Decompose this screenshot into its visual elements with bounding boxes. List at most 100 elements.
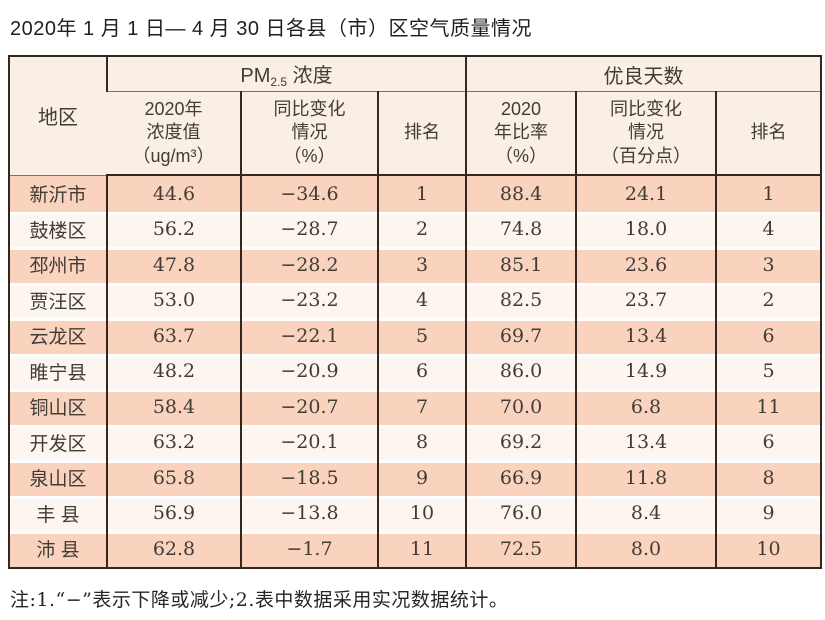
days-rank-header: 排名 — [715, 91, 822, 176]
days-rank-cell: 2 — [715, 282, 822, 318]
pm-change-cell: −34.6 — [240, 175, 378, 212]
air-quality-table: 地区 PM2.5 浓度 优良天数 2020年 浓度值 （ug/m³） 同比变化 … — [8, 55, 823, 569]
pm-rank-header: 排名 — [376, 91, 467, 176]
days-rank-cell: 11 — [715, 389, 822, 425]
pm-rank-cell: 10 — [376, 495, 467, 531]
days-rate-cell: 85.1 — [465, 247, 577, 283]
days-rank-cell: 10 — [715, 531, 822, 568]
region-cell: 丰 县 — [9, 495, 107, 531]
days-change-header: 同比变化 情况 （百分点） — [575, 91, 717, 176]
days-rank-cell: 6 — [715, 318, 822, 354]
pm-change-header: 同比变化 情况 （%） — [240, 91, 378, 176]
pm-rank-cell: 11 — [376, 531, 467, 568]
days-group-header: 优良天数 — [465, 56, 822, 92]
pm-value-cell: 58.4 — [106, 389, 241, 425]
pm-change-cell: −28.2 — [240, 247, 378, 283]
pm-rank-cell: 9 — [376, 460, 467, 496]
pm-change-cell: −20.1 — [240, 424, 378, 460]
table-row: 沛 县 62.8 −1.7 11 72.5 8.0 10 — [9, 531, 822, 568]
pm-value-cell: 53.0 — [106, 282, 241, 318]
page-title: 2020年 1 月 1 日— 4 月 30 日各县（市）区空气质量情况 — [10, 18, 533, 40]
table-row: 铜山区 58.4 −20.7 7 70.0 6.8 11 — [9, 389, 822, 425]
pm-rank-cell: 3 — [376, 247, 467, 283]
region-cell: 铜山区 — [9, 389, 107, 425]
pm-rank-cell: 6 — [376, 353, 467, 389]
pm-rank-cell: 2 — [376, 211, 467, 247]
pm-value-header: 2020年 浓度值 （ug/m³） — [107, 91, 241, 176]
table-row: 云龙区 63.7 −22.1 5 69.7 13.4 6 — [9, 318, 822, 354]
days-rank-cell: 8 — [715, 460, 822, 496]
days-rate-cell: 69.2 — [465, 424, 577, 460]
days-rate-cell: 86.0 — [465, 353, 577, 389]
pm-rank-cell: 5 — [376, 318, 467, 354]
region-cell: 睢宁县 — [9, 353, 107, 389]
days-rank-cell: 3 — [715, 247, 822, 283]
days-rank-cell: 9 — [715, 495, 822, 531]
pm25-group-header: PM2.5 浓度 — [105, 56, 467, 92]
days-rate-cell: 70.0 — [465, 389, 577, 425]
days-change-cell: 13.4 — [575, 424, 717, 460]
pm-change-cell: −1.7 — [240, 531, 378, 568]
pm-change-cell: −20.7 — [240, 389, 378, 425]
days-change-cell: 11.8 — [575, 460, 717, 496]
pm-value-cell: 56.2 — [106, 211, 241, 247]
days-change-cell: 18.0 — [575, 211, 717, 247]
table-row: 泉山区 65.8 −18.5 9 66.9 11.8 8 — [9, 460, 822, 496]
pm-rank-cell: 8 — [376, 424, 467, 460]
days-rate-cell: 82.5 — [465, 282, 577, 318]
days-rate-cell: 74.8 — [465, 211, 577, 247]
days-rank-cell: 1 — [715, 175, 822, 212]
days-rate-header: 2020 年比率 （%） — [465, 91, 577, 176]
pm-change-cell: −20.9 — [240, 353, 378, 389]
region-cell: 沛 县 — [9, 531, 107, 568]
region-cell: 云龙区 — [9, 318, 107, 354]
days-rank-cell: 5 — [715, 353, 822, 389]
pm-rank-cell: 1 — [376, 175, 467, 212]
days-change-cell: 6.8 — [575, 389, 717, 425]
pm-value-cell: 63.7 — [106, 318, 241, 354]
pm-value-cell: 63.2 — [106, 424, 241, 460]
table-row: 睢宁县 48.2 −20.9 6 86.0 14.9 5 — [9, 353, 822, 389]
region-cell: 泉山区 — [9, 460, 107, 496]
pm25-label: PM2.5 浓度 — [240, 65, 333, 89]
table-row: 新沂市 44.6 −34.6 1 88.4 24.1 1 — [9, 175, 822, 212]
table-row: 贾汪区 53.0 −23.2 4 82.5 23.7 2 — [9, 282, 822, 318]
days-rate-cell: 66.9 — [465, 460, 577, 496]
region-cell: 鼓楼区 — [9, 211, 107, 247]
days-change-cell: 8.0 — [575, 531, 717, 568]
days-change-cell: 8.4 — [575, 495, 717, 531]
days-rank-cell: 4 — [715, 211, 822, 247]
table-row: 开发区 63.2 −20.1 8 69.2 13.4 6 — [9, 424, 822, 460]
days-rate-cell: 72.5 — [465, 531, 577, 568]
days-change-cell: 23.6 — [575, 247, 717, 283]
days-rate-cell: 69.7 — [465, 318, 577, 354]
table-row: 鼓楼区 56.2 −28.7 2 74.8 18.0 4 — [9, 211, 822, 247]
pm-rank-cell: 7 — [376, 389, 467, 425]
pm-value-cell: 62.8 — [106, 531, 241, 568]
pm-value-cell: 48.2 — [106, 353, 241, 389]
region-header-cell: 地区 — [9, 56, 107, 176]
pm25-subscript: 2.5 — [270, 75, 288, 89]
pm-change-cell: −18.5 — [240, 460, 378, 496]
days-change-cell: 24.1 — [575, 175, 717, 212]
pm-change-cell: −28.7 — [240, 211, 378, 247]
group-header-row: 地区 PM2.5 浓度 优良天数 — [9, 56, 822, 176]
region-cell: 贾汪区 — [9, 282, 107, 318]
days-change-cell: 14.9 — [575, 353, 717, 389]
days-rank-cell: 6 — [715, 424, 822, 460]
days-rate-cell: 76.0 — [465, 495, 577, 531]
table-row: 丰 县 56.9 −13.8 10 76.0 8.4 9 — [9, 495, 822, 531]
region-cell: 邳州市 — [9, 247, 107, 283]
pm-value-cell: 47.8 — [106, 247, 241, 283]
pm-change-cell: −23.2 — [240, 282, 378, 318]
pm-change-cell: −13.8 — [240, 495, 378, 531]
region-cell: 新沂市 — [9, 175, 107, 212]
pm-value-cell: 44.6 — [106, 175, 241, 212]
pm-value-cell: 65.8 — [106, 460, 241, 496]
pm-rank-cell: 4 — [376, 282, 467, 318]
pm-change-cell: −22.1 — [240, 318, 378, 354]
sub-header-row: 2020年 浓度值 （ug/m³） 同比变化 情况 （%） 排名 2020 年比… — [9, 91, 822, 176]
days-change-cell: 23.7 — [575, 282, 717, 318]
table-row: 邳州市 47.8 −28.2 3 85.1 23.6 3 — [9, 247, 822, 283]
